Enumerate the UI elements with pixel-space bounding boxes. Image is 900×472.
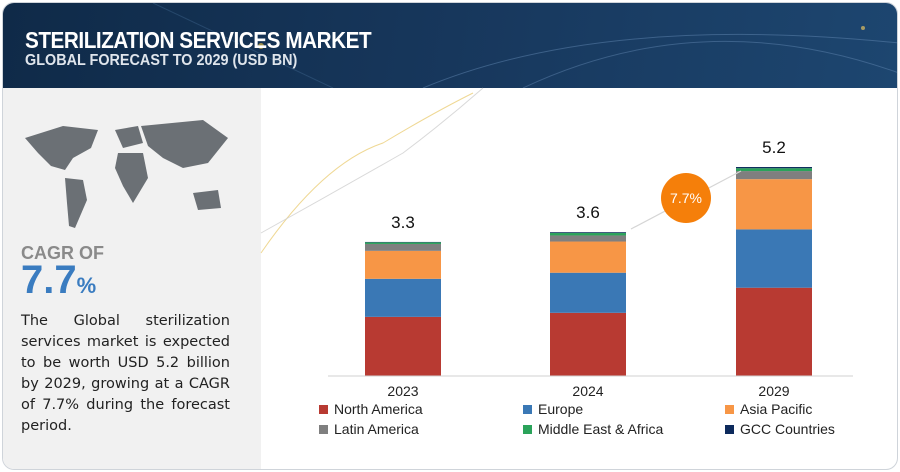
bar-segment-asia-pacific-2023 [365,250,441,279]
bar-segment-europe-2023 [365,278,441,317]
bar-segment-europe-2029 [736,229,812,288]
legend-swatch [725,424,734,434]
bar-segment-middle-east-africa-2024 [550,233,626,236]
bar-segment-north-america-2023 [365,316,441,376]
bar-segment-north-america-2029 [736,287,812,376]
bar-segment-middle-east-africa-2023 [365,242,441,244]
bar-segment-north-america-2024 [550,312,626,376]
total-label-2024: 3.6 [576,203,600,222]
legend-swatch [523,424,532,434]
legend-swatch [319,404,328,414]
legend-label: Europe [538,401,584,417]
bar-segment-europe-2024 [550,272,626,313]
cagr-badge [661,173,711,223]
total-label-2023: 3.3 [391,213,415,232]
bar-segment-asia-pacific-2029 [736,179,812,230]
legend-item: Latin America [319,421,419,437]
cagr-unit: % [76,273,97,298]
x-tick-2029: 2029 [758,383,789,399]
legend-label: GCC Countries [740,421,835,437]
total-label-2029: 5.2 [762,138,786,157]
header-banner: STERILIZATION SERVICES MARKET GLOBAL FOR… [3,3,897,88]
cagr-value: 7.7% [21,258,96,303]
cagr-number: 7.7 [21,258,77,302]
summary-panel: CAGR OF 7.7% The Global sterilization se… [3,88,261,469]
legend-item: North America [319,401,423,417]
legend-item: Asia Pacific [725,401,812,417]
bar-segment-latin-america-2024 [550,235,626,242]
bar-segment-latin-america-2023 [365,243,441,251]
banner-decoration [152,3,897,88]
legend-swatch [523,404,532,414]
page-title: STERILIZATION SERVICES MARKET [25,27,372,53]
legend-label: Latin America [334,421,419,437]
legend-swatch [725,404,734,414]
bar-segment-middle-east-africa-2029 [736,168,812,172]
cagr-badge-label: 7.7% [670,190,702,206]
x-tick-2024: 2024 [572,383,603,399]
bar-segment-gcc-countries-2029 [736,167,812,169]
legend-swatch [319,424,328,434]
world-map-icon [25,120,228,228]
legend-label: North America [334,401,423,417]
bar-segment-latin-america-2029 [736,171,812,180]
description: The Global sterilization services market… [21,313,230,434]
bar-segment-gcc-countries-2024 [550,232,626,234]
legend-item: Middle East & Africa [523,421,663,437]
bar-segment-asia-pacific-2024 [550,241,626,273]
stacked-bar-chart: 3.3 2023 3.6 2024 5.2 2029 7.7% [260,87,853,399]
legend-label: Asia Pacific [740,401,813,417]
legend-label: Middle East & Africa [538,421,664,437]
cagr-label: CAGR OF [21,243,104,263]
legend-item: Europe [523,401,583,417]
page-subtitle: GLOBAL FORECAST TO 2029 (USD BN) [25,52,298,69]
legend-item: GCC Countries [725,421,835,437]
x-tick-2023: 2023 [387,383,418,399]
